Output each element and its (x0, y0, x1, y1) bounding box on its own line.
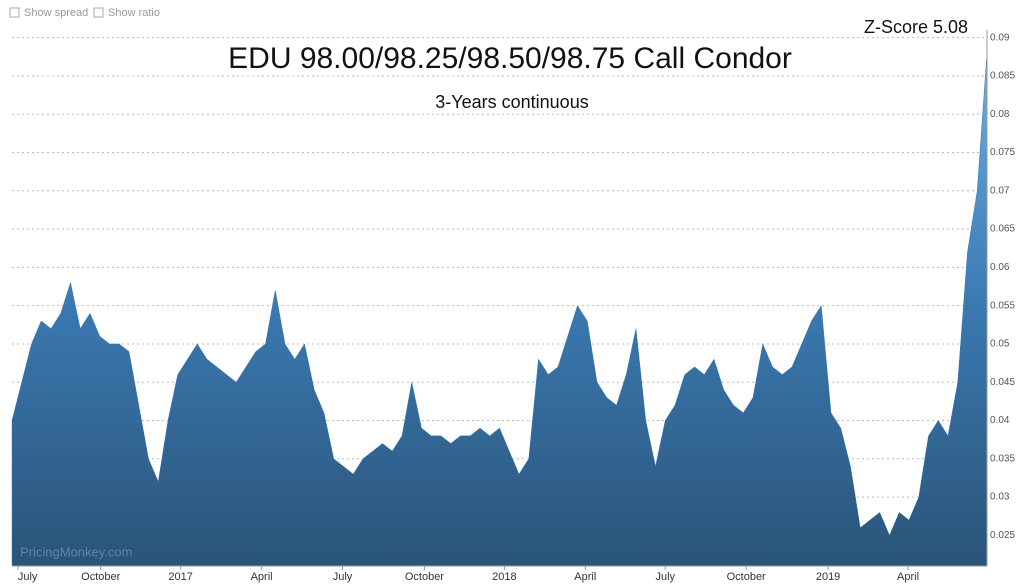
area (11, 52, 988, 567)
y-tick-label: 0.065 (990, 224, 1015, 235)
y-tick-label: 0.09 (990, 32, 1010, 43)
y-tick-label: 0.06 (990, 262, 1010, 273)
x-tick-label: April (574, 571, 596, 583)
y-tick-label: 0.025 (990, 530, 1015, 541)
y-tick-label: 0.07 (990, 185, 1010, 196)
x-tick-label: 2017 (168, 571, 192, 583)
x-tick-label: 2018 (492, 571, 516, 583)
x-tick-label: April (251, 571, 273, 583)
x-tick-label: 2019 (816, 571, 840, 583)
y-tick-label: 0.08 (990, 109, 1010, 120)
control-label[interactable]: Show ratio (108, 7, 160, 19)
x-tick-label: July (655, 571, 675, 583)
watermark: PricingMonkey.com (20, 544, 132, 559)
y-tick-label: 0.055 (990, 300, 1015, 311)
x-tick-label: October (405, 571, 444, 583)
plot (11, 37, 988, 567)
x-tick-label: April (897, 571, 919, 583)
x-tick-label: October (727, 571, 766, 583)
chart-subtitle: 3-Years continuous (435, 92, 588, 112)
annotation: Z-Score 5.08 (864, 17, 968, 37)
x-tick-label: July (333, 571, 353, 583)
x-tick-label: July (18, 571, 38, 583)
y-tick-label: 0.075 (990, 147, 1015, 158)
y-tick-label: 0.03 (990, 492, 1010, 503)
y-tick-label: 0.035 (990, 453, 1015, 464)
checkbox[interactable] (9, 7, 20, 18)
checkbox[interactable] (93, 7, 104, 18)
y-tick-label: 0.04 (990, 415, 1010, 426)
x-tick-label: October (81, 571, 120, 583)
y-tick-label: 0.085 (990, 71, 1015, 82)
y-tick-label: 0.05 (990, 339, 1010, 350)
control-label[interactable]: Show spread (24, 7, 88, 19)
chart-title: EDU 98.00/98.25/98.50/98.75 Call Condor (228, 42, 792, 75)
y-tick-label: 0.045 (990, 377, 1015, 388)
